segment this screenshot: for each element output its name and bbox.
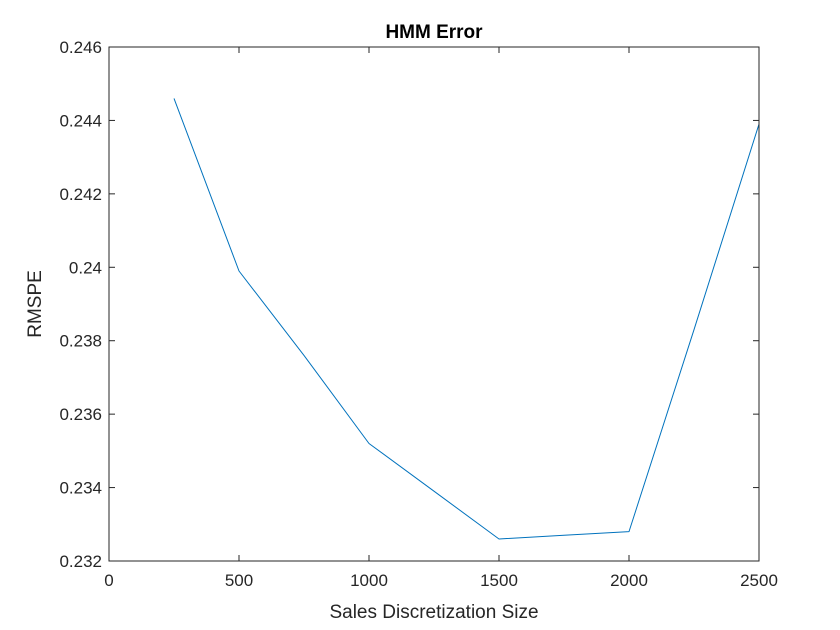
x-tick-label: 0 (104, 571, 113, 590)
y-tick-label: 0.232 (59, 552, 102, 571)
plot-area (109, 47, 759, 561)
y-tick-label: 0.238 (59, 332, 102, 351)
x-tick-label: 2000 (610, 571, 648, 590)
tick-labels: 0 500 1000 1500 2000 2500 0.232 0.234 0.236 0.238… (59, 38, 777, 590)
x-tick-label: 1500 (480, 571, 518, 590)
series-layer (173, 98, 760, 540)
axes-box (108, 46, 760, 562)
x-tick-label: 2500 (740, 571, 778, 590)
x-tick-label: 1000 (350, 571, 388, 590)
x-tick-label: 500 (225, 571, 253, 590)
y-tick-label: 0.242 (59, 185, 102, 204)
y-tick-label: 0.236 (59, 405, 102, 424)
chart-title: HMM Error (385, 22, 483, 43)
y-axis-label: RMSPE (25, 270, 46, 338)
y-tick-label: 0.234 (59, 479, 102, 498)
y-tick-label: 0.24 (69, 258, 102, 277)
x-axis-label: Sales Discretization Size (329, 602, 538, 623)
series-line (173, 98, 760, 540)
y-tick-label: 0.244 (59, 111, 102, 130)
y-tick-label: 0.246 (59, 38, 102, 57)
